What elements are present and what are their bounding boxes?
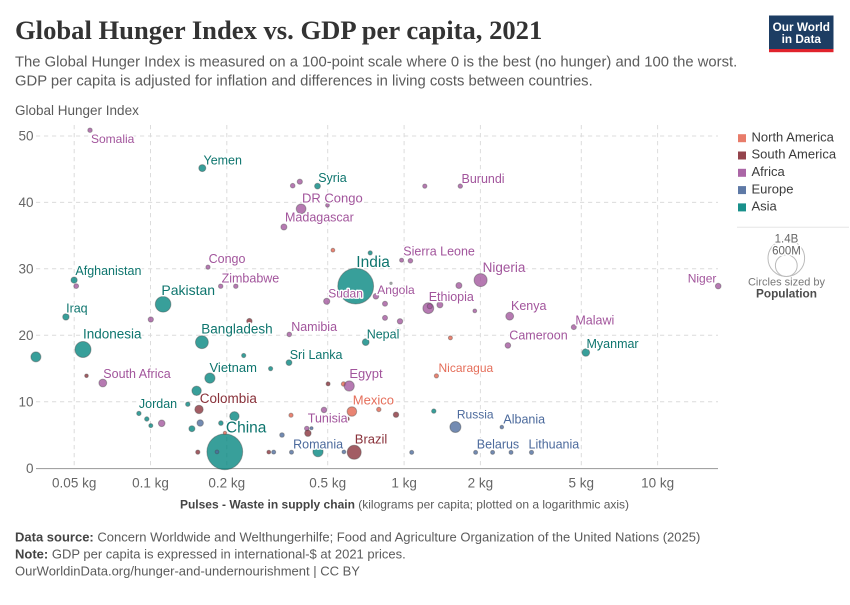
svg-text:Pulses - Waste in supply chain: Pulses - Waste in supply chain (kilogram… bbox=[180, 498, 629, 512]
svg-text:Ethiopia: Ethiopia bbox=[429, 290, 474, 304]
svg-text:Romania: Romania bbox=[293, 437, 343, 451]
svg-text:South America: South America bbox=[752, 147, 837, 162]
svg-text:Nigeria: Nigeria bbox=[483, 260, 526, 275]
svg-text:Niger: Niger bbox=[688, 271, 717, 285]
svg-text:600M: 600M bbox=[772, 246, 801, 258]
svg-text:Yemen: Yemen bbox=[204, 154, 243, 168]
svg-text:Our World: Our World bbox=[773, 20, 830, 34]
svg-text:Pakistan: Pakistan bbox=[161, 282, 215, 298]
svg-text:Cameroon: Cameroon bbox=[509, 328, 567, 342]
svg-text:Indonesia: Indonesia bbox=[83, 327, 142, 342]
svg-text:Sri Lanka: Sri Lanka bbox=[290, 348, 343, 362]
svg-text:Nicaragua: Nicaragua bbox=[439, 361, 494, 375]
svg-text:Afghanistan: Afghanistan bbox=[75, 264, 141, 278]
svg-text:Somalia: Somalia bbox=[91, 132, 135, 146]
svg-text:Colombia: Colombia bbox=[200, 391, 258, 406]
svg-text:Sierra Leone: Sierra Leone bbox=[403, 245, 475, 259]
svg-text:Africa: Africa bbox=[752, 164, 786, 179]
svg-text:Myanmar: Myanmar bbox=[587, 337, 639, 351]
svg-text:Namibia: Namibia bbox=[291, 320, 337, 334]
svg-text:Nepal: Nepal bbox=[367, 327, 400, 341]
svg-text:in Data: in Data bbox=[782, 32, 822, 46]
svg-text:0: 0 bbox=[26, 461, 34, 476]
svg-text:0.2 kg: 0.2 kg bbox=[208, 476, 245, 491]
svg-text:30: 30 bbox=[18, 261, 33, 276]
svg-text:1 kg: 1 kg bbox=[391, 476, 417, 491]
svg-text:0.5 kg: 0.5 kg bbox=[309, 476, 346, 491]
svg-text:Brazil: Brazil bbox=[355, 431, 388, 446]
svg-text:Zimbabwe: Zimbabwe bbox=[222, 271, 280, 285]
svg-text:10 kg: 10 kg bbox=[641, 476, 674, 491]
svg-text:Lithuania: Lithuania bbox=[529, 438, 580, 452]
svg-text:0.1 kg: 0.1 kg bbox=[132, 476, 169, 491]
svg-text:Syria: Syria bbox=[318, 171, 347, 185]
svg-text:Egypt: Egypt bbox=[349, 366, 383, 381]
svg-text:The Global Hunger Index is mea: The Global Hunger Index is measured on a… bbox=[15, 55, 737, 71]
svg-text:50: 50 bbox=[18, 129, 33, 144]
svg-text:South Africa: South Africa bbox=[103, 367, 170, 381]
svg-text:0.05 kg: 0.05 kg bbox=[52, 476, 96, 491]
svg-text:10: 10 bbox=[18, 394, 33, 409]
svg-text:India: India bbox=[356, 254, 390, 271]
svg-text:Circles sized by: Circles sized by bbox=[748, 277, 826, 289]
svg-text:20: 20 bbox=[18, 328, 33, 343]
svg-text:Asia: Asia bbox=[752, 199, 778, 214]
svg-text:Russia: Russia bbox=[457, 408, 494, 422]
svg-text:Note: GDP per capita is expres: Note: GDP per capita is expressed in int… bbox=[15, 547, 406, 562]
svg-text:Albania: Albania bbox=[503, 412, 545, 426]
svg-text:Data source: Concern Worldwide: Data source: Concern Worldwide and Welth… bbox=[15, 530, 700, 545]
svg-text:OurWorldinData.org/hunger-and-: OurWorldinData.org/hunger-and-undernouri… bbox=[15, 564, 360, 579]
svg-text:Population: Population bbox=[756, 286, 817, 300]
svg-text:40: 40 bbox=[18, 195, 33, 210]
svg-text:Mexico: Mexico bbox=[353, 393, 394, 408]
svg-text:Congo: Congo bbox=[209, 252, 246, 266]
svg-text:Global Hunger Index vs. GDP pe: Global Hunger Index vs. GDP per capita, … bbox=[15, 15, 542, 45]
svg-text:Kenya: Kenya bbox=[511, 299, 546, 313]
svg-text:Burundi: Burundi bbox=[462, 172, 505, 186]
svg-text:Angola: Angola bbox=[377, 283, 415, 297]
svg-text:Madagascar: Madagascar bbox=[285, 211, 354, 225]
svg-text:5 kg: 5 kg bbox=[569, 476, 595, 491]
svg-text:Bangladesh: Bangladesh bbox=[201, 322, 272, 337]
svg-text:Tunisia: Tunisia bbox=[308, 411, 348, 425]
svg-text:Europe: Europe bbox=[752, 181, 794, 196]
svg-text:Vietnam: Vietnam bbox=[210, 360, 257, 375]
svg-text:Jordan: Jordan bbox=[139, 397, 177, 411]
svg-text:North America: North America bbox=[752, 129, 835, 144]
svg-text:DR Congo: DR Congo bbox=[302, 191, 363, 206]
svg-text:China: China bbox=[226, 420, 267, 437]
svg-text:1.4B: 1.4B bbox=[775, 234, 799, 246]
svg-text:Iraq: Iraq bbox=[66, 301, 88, 315]
svg-text:Malawi: Malawi bbox=[575, 313, 614, 327]
svg-text:2 kg: 2 kg bbox=[468, 476, 494, 491]
svg-text:Global Hunger Index: Global Hunger Index bbox=[15, 103, 139, 118]
svg-text:Belarus: Belarus bbox=[477, 438, 519, 452]
svg-text:GDP per capita is adjusted for: GDP per capita is adjusted for inflation… bbox=[15, 74, 593, 90]
svg-text:Sudan: Sudan bbox=[328, 287, 363, 301]
